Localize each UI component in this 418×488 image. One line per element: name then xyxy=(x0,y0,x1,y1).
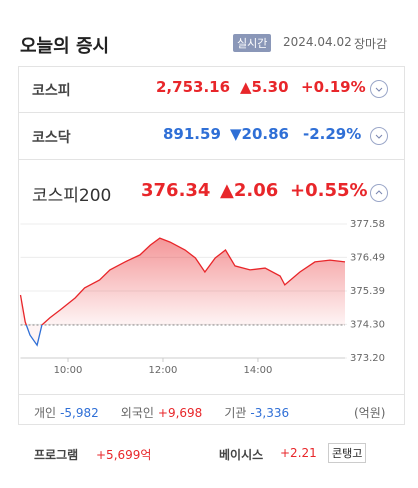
unit: (억원) xyxy=(354,406,386,420)
basis-label: 베이시스 xyxy=(219,448,264,462)
date: 2024.04.02 xyxy=(283,35,352,49)
index-row[interactable]: 코스닥 891.59 ▼20.86 -2.29% xyxy=(18,113,405,160)
x-tick-label: 14:00 xyxy=(244,365,273,376)
investor-label: 개인 xyxy=(34,406,57,420)
title: 오늘의 증시 xyxy=(20,36,110,57)
x-tick-label: 10:00 xyxy=(54,365,83,376)
investor-label: 기관 xyxy=(224,406,247,420)
index-change: ▼20.86 xyxy=(230,125,289,143)
index-rate: -2.29% xyxy=(303,125,362,143)
investor-value: +9,698 xyxy=(157,406,203,420)
index-row[interactable]: 코스피 2,753.16 ▲5.30 +0.19% xyxy=(18,66,405,113)
y-tick-label: 376.49 xyxy=(350,252,385,263)
index-value: 376.34 xyxy=(141,180,211,201)
divider xyxy=(18,394,405,395)
chart: 377.58 376.49 375.39 374.30 373.20 10:00 12:00… xyxy=(19,219,385,376)
chevron xyxy=(375,190,383,195)
panel xyxy=(18,66,405,425)
status: 장마감 xyxy=(354,37,388,51)
program-label: 프로그램 xyxy=(34,448,79,462)
index-rate: +0.55% xyxy=(290,180,368,201)
y-tick-label: 377.58 xyxy=(350,219,385,230)
badge: 실시간 xyxy=(233,34,272,52)
index-name: 코스피 xyxy=(32,83,71,99)
investor-value: -3,336 xyxy=(250,406,290,420)
index-name: 코스피200 xyxy=(32,186,112,206)
y-tick-label: 373.20 xyxy=(350,353,385,364)
index-value: 2,753.16 xyxy=(156,78,231,96)
investor-label: 외국인 xyxy=(120,406,154,420)
index-value: 891.59 xyxy=(163,125,221,143)
index-name: 코스닥 xyxy=(32,130,71,146)
expand-button[interactable] xyxy=(370,80,388,98)
basis-state: 콘탱고 xyxy=(328,443,367,463)
chevron xyxy=(375,134,383,139)
expand-button[interactable] xyxy=(370,127,388,145)
investors: 개인 -5,982 외국인 +9,698 기관 -3,336 xyxy=(34,404,311,421)
investor-value: -5,982 xyxy=(60,406,99,420)
index-change: ▲2.06 xyxy=(220,180,279,201)
x-tick-label: 12:00 xyxy=(149,365,178,376)
basis-value: +2.21 xyxy=(280,446,317,460)
chevron xyxy=(375,87,383,92)
area xyxy=(20,238,345,346)
y-tick-label: 374.30 xyxy=(350,319,385,330)
collapse-button[interactable] xyxy=(370,184,388,202)
y-tick-label: 375.39 xyxy=(350,286,385,297)
index-change: ▲5.30 xyxy=(240,78,289,96)
price-line xyxy=(19,237,346,347)
program-value: +5,699억 xyxy=(96,448,152,462)
index-rate: +0.19% xyxy=(301,78,366,96)
